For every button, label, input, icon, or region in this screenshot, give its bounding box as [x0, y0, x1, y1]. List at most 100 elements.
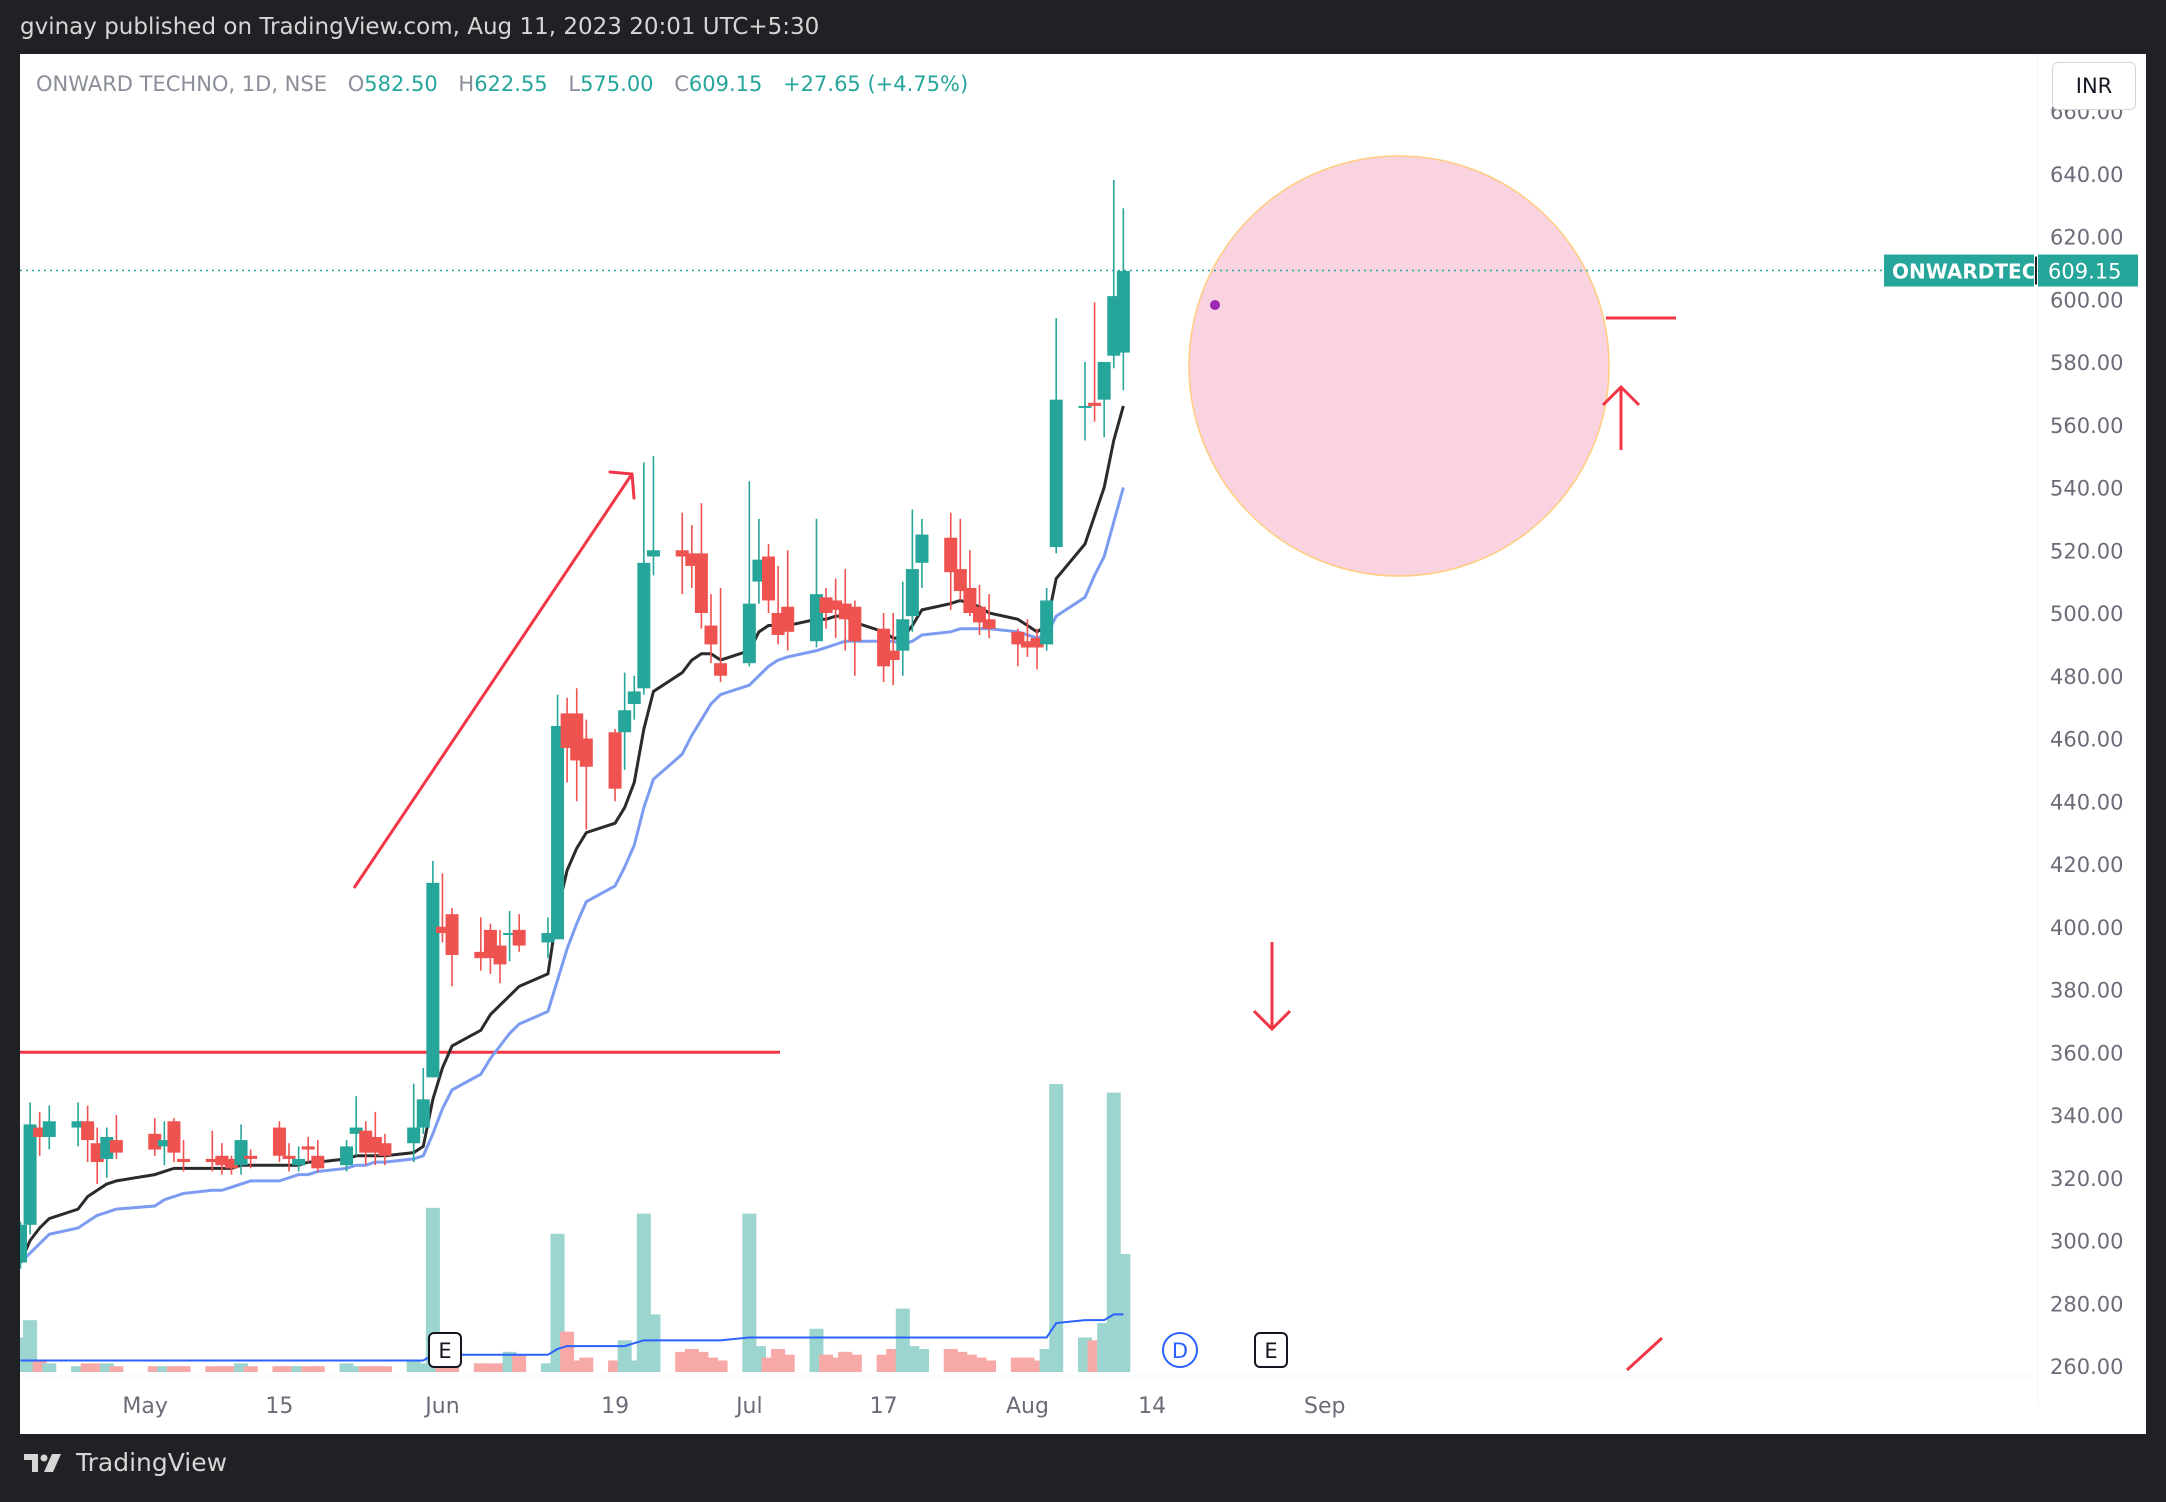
- candle-body[interactable]: [42, 1121, 56, 1137]
- x-tick-label: Jul: [734, 1394, 763, 1419]
- candle-body[interactable]: [646, 550, 660, 557]
- y-tick-label: 340.00: [2050, 1104, 2123, 1128]
- candle-body[interactable]: [301, 1146, 315, 1150]
- volume-bar: [282, 1366, 297, 1372]
- candle-body[interactable]: [637, 562, 651, 689]
- candle-body[interactable]: [1049, 399, 1063, 548]
- footer-brand[interactable]: TradingView: [22, 1448, 227, 1477]
- candle-body[interactable]: [905, 569, 919, 617]
- earnings-marker-icon[interactable]: [428, 1332, 462, 1368]
- candle-body[interactable]: [896, 619, 910, 651]
- candle-body[interactable]: [1116, 271, 1130, 353]
- candle-body[interactable]: [848, 606, 862, 642]
- candle-body[interactable]: [781, 606, 795, 632]
- candle-body[interactable]: [157, 1140, 171, 1147]
- candle-body[interactable]: [714, 663, 728, 676]
- candle-body[interactable]: [512, 929, 526, 946]
- candle-body[interactable]: [167, 1121, 181, 1153]
- candle-body[interactable]: [762, 556, 776, 601]
- uptrend-arrow-line: [352, 473, 634, 889]
- earnings-marker-icon[interactable]: [1254, 1332, 1288, 1368]
- tradingview-logo-icon: [24, 1453, 61, 1472]
- candle-body[interactable]: [973, 606, 986, 623]
- candle-body[interactable]: [493, 945, 507, 965]
- volume-bar: [349, 1366, 364, 1372]
- candle-body[interactable]: [244, 1155, 258, 1159]
- candle-body[interactable]: [215, 1155, 229, 1166]
- currency-button[interactable]: INR: [2052, 62, 2136, 110]
- candle-body[interactable]: [205, 1158, 219, 1163]
- x-tick-label: 15: [265, 1394, 293, 1419]
- candle-body[interactable]: [1078, 405, 1092, 408]
- candle-body[interactable]: [272, 1127, 286, 1156]
- candle-body[interactable]: [435, 926, 449, 934]
- candle-body[interactable]: [177, 1158, 191, 1163]
- candle-body[interactable]: [704, 625, 718, 645]
- candle-body[interactable]: [886, 650, 900, 661]
- candle-body[interactable]: [944, 537, 958, 573]
- candle-body[interactable]: [618, 710, 632, 733]
- candle-body[interactable]: [416, 1099, 430, 1128]
- candle-body[interactable]: [742, 603, 756, 664]
- x-tick-label: Jun: [423, 1394, 459, 1419]
- volume-bar: [176, 1366, 191, 1372]
- x-tick-label: 17: [870, 1394, 898, 1419]
- candle-body[interactable]: [982, 619, 996, 629]
- volume-bar: [71, 1366, 86, 1372]
- candle-body[interactable]: [20, 1224, 27, 1263]
- candle-body[interactable]: [541, 933, 555, 943]
- candle-body[interactable]: [1030, 638, 1044, 648]
- candle-body[interactable]: [407, 1127, 421, 1144]
- volume-bar: [205, 1366, 220, 1372]
- candle-body[interactable]: [224, 1158, 238, 1169]
- candle-body[interactable]: [474, 951, 488, 959]
- candle-body[interactable]: [694, 553, 708, 613]
- candle-body[interactable]: [551, 725, 565, 940]
- candle-body[interactable]: [675, 550, 689, 557]
- candle-body[interactable]: [1088, 402, 1102, 406]
- candle-body[interactable]: [109, 1140, 123, 1153]
- dividend-marker-icon[interactable]: [1162, 1332, 1198, 1368]
- candle-body[interactable]: [349, 1127, 363, 1134]
- candle-body[interactable]: [1040, 600, 1054, 645]
- candle-body[interactable]: [627, 691, 641, 704]
- chart-panel[interactable]: E D E 260.00 280.00 300.00 320.00 340.00 360.00 3…: [20, 54, 2146, 1434]
- candle-body[interactable]: [292, 1158, 306, 1166]
- legend-open-label: O: [347, 72, 365, 96]
- candle-body[interactable]: [503, 933, 517, 936]
- candle-body[interactable]: [23, 1124, 37, 1225]
- candle-body[interactable]: [81, 1121, 95, 1141]
- candle-body[interactable]: [915, 534, 929, 563]
- volume-bar: [90, 1363, 105, 1372]
- candle-body[interactable]: [1097, 362, 1111, 400]
- marker-label: E: [1264, 1339, 1277, 1363]
- volume-bar: [234, 1363, 249, 1372]
- x-tick-label: May: [122, 1394, 167, 1419]
- chart-background: [20, 54, 2146, 1434]
- price-chart[interactable]: E D E 260.00 280.00 300.00 320.00 340.00 360.00 3…: [20, 54, 2146, 1434]
- volume-down-arrow-head: [1252, 1009, 1292, 1032]
- y-tick-label: 640.00: [2050, 163, 2123, 187]
- candle-body[interactable]: [340, 1146, 354, 1166]
- volume-bar: [23, 1320, 38, 1372]
- candle-body[interactable]: [234, 1140, 248, 1166]
- candle-body[interactable]: [378, 1143, 392, 1156]
- candle-body[interactable]: [426, 882, 440, 1078]
- candle-body[interactable]: [445, 914, 459, 955]
- uptrend-arrow-head: [608, 470, 636, 500]
- volume-bar: [425, 1207, 440, 1372]
- legend-high-label: H: [458, 72, 475, 96]
- volume-bar: [646, 1314, 661, 1372]
- candle-body[interactable]: [877, 628, 891, 667]
- y-tick-label: 400.00: [2050, 916, 2123, 940]
- candle-body[interactable]: [33, 1127, 47, 1137]
- candle-body[interactable]: [311, 1155, 325, 1169]
- candle-body[interactable]: [829, 600, 843, 610]
- candle-body[interactable]: [579, 738, 593, 767]
- candle-body[interactable]: [608, 732, 622, 789]
- candle-body[interactable]: [71, 1121, 85, 1128]
- candle-body[interactable]: [953, 569, 967, 592]
- volume-bar: [742, 1213, 757, 1372]
- candle-body[interactable]: [282, 1155, 296, 1159]
- candle-body[interactable]: [1020, 641, 1034, 648]
